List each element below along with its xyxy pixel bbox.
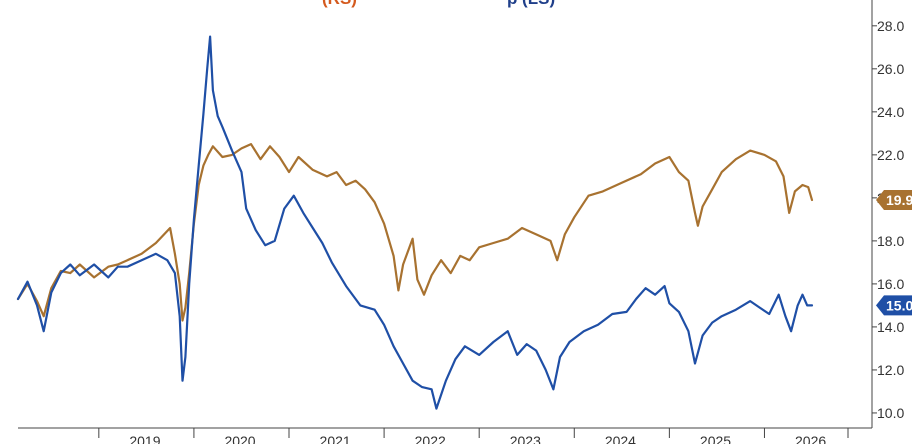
last-value-label-0: 19.9	[886, 192, 912, 208]
x-tick-label-1: 2020	[224, 433, 255, 444]
series-line-1	[16, 35, 814, 410]
x-tick-label-5: 2024	[605, 433, 636, 444]
x-tick-label-6: 2025	[700, 433, 731, 444]
x-tick-label-2: 2021	[320, 433, 351, 444]
x-axis: 2019 2020 2021 2022 2023 2024 2025 2026	[98, 428, 849, 444]
y-tick-label-9: 28.0	[877, 18, 904, 34]
last-value-badge-0	[876, 190, 912, 211]
y-tick-label-7: 24.0	[877, 104, 904, 120]
series-line-0	[16, 143, 814, 322]
y-axis: 10.012.014.016.018.020.022.024.026.028.0	[872, 18, 904, 421]
x-tick-label-4: 2023	[510, 433, 541, 444]
series-lines	[16, 35, 814, 410]
y-tick-label-1: 12.0	[877, 362, 904, 378]
title-fragment-1: p (LS)	[507, 0, 555, 8]
title-fragment-0: (RS)	[322, 0, 357, 8]
title-text: (RS) p (LS)	[322, 0, 555, 8]
y-tick-label-4: 18.0	[877, 233, 904, 249]
y-tick-label-8: 26.0	[877, 61, 904, 77]
last-value-badges: 19.9 15.0	[876, 190, 912, 316]
y-tick-label-0: 10.0	[877, 405, 904, 421]
last-value-label-1: 15.0	[886, 297, 912, 313]
y-tick-label-2: 14.0	[877, 319, 904, 335]
chart-title: (RS) p (LS)	[322, 0, 555, 8]
last-value-badge-1	[876, 295, 912, 316]
y-tick-label-3: 16.0	[877, 276, 904, 292]
x-tick-label-3: 2022	[415, 433, 446, 444]
x-tick-label-0: 2019	[129, 433, 160, 444]
y-tick-label-6: 22.0	[877, 147, 904, 163]
x-tick-label-7: 2026	[795, 433, 826, 444]
